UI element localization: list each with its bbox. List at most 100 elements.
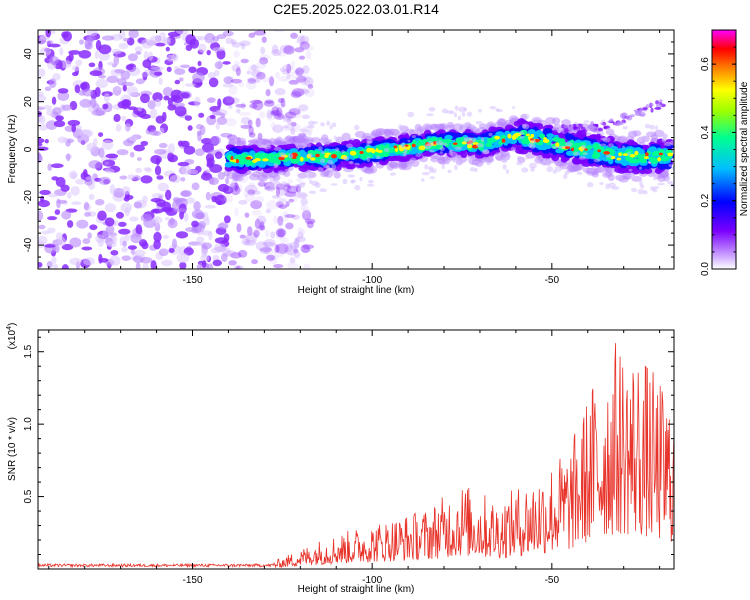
noise-blob bbox=[57, 88, 69, 94]
noise-blob bbox=[162, 36, 171, 43]
noise-blob bbox=[188, 66, 197, 74]
noise-blob bbox=[274, 244, 280, 253]
haze-blob bbox=[530, 139, 537, 144]
noise-blob bbox=[134, 46, 143, 53]
noise-blob bbox=[256, 215, 267, 226]
noise-blob bbox=[38, 199, 50, 208]
haze-blob bbox=[334, 147, 340, 152]
haze-blob bbox=[582, 152, 588, 156]
noise-blob bbox=[240, 58, 249, 64]
noise-blob bbox=[150, 260, 157, 269]
noise-blob bbox=[103, 93, 110, 103]
haze-blob bbox=[488, 132, 493, 137]
haze-blob bbox=[450, 157, 457, 162]
signal-blob bbox=[646, 131, 657, 138]
signal-blob bbox=[377, 149, 383, 153]
noise-blob bbox=[101, 139, 114, 151]
haze-blob bbox=[273, 162, 279, 169]
haze-blob bbox=[366, 156, 371, 163]
haze-blob bbox=[657, 182, 665, 186]
haze-blob bbox=[421, 125, 426, 131]
noise-blob bbox=[69, 237, 82, 248]
haze-blob bbox=[265, 143, 271, 148]
haze-blob bbox=[326, 120, 331, 126]
noise-blob bbox=[228, 104, 233, 109]
noise-blob bbox=[95, 39, 102, 51]
noise-blob bbox=[220, 253, 228, 263]
noise-blob bbox=[38, 36, 47, 45]
noise-blob bbox=[59, 47, 64, 56]
noise-blob bbox=[307, 129, 312, 138]
signal-blob bbox=[370, 130, 382, 137]
signal-blob bbox=[552, 137, 560, 142]
colorbar-tick-label: 0.4 bbox=[700, 125, 711, 139]
haze-blob bbox=[652, 188, 658, 193]
noise-blob bbox=[94, 50, 100, 60]
trend-blob bbox=[553, 129, 558, 135]
colorbar-tick-label: 0.0 bbox=[700, 262, 711, 276]
haze-blob bbox=[330, 169, 339, 175]
signal-blob bbox=[667, 152, 674, 157]
signal-blob bbox=[592, 150, 598, 157]
signal-blob bbox=[387, 147, 394, 153]
signal-blob bbox=[501, 138, 506, 143]
noise-blob bbox=[154, 165, 162, 176]
noise-blob bbox=[184, 227, 197, 233]
signal-blob bbox=[246, 160, 253, 166]
haze-blob bbox=[640, 184, 645, 190]
noise-blob bbox=[51, 256, 57, 265]
noise-blob bbox=[238, 199, 248, 205]
haze-blob bbox=[367, 179, 374, 184]
trend-blob bbox=[648, 102, 654, 107]
noise-blob bbox=[124, 123, 131, 132]
noise-blob bbox=[104, 168, 115, 174]
colorbar-ticks: 0.0 0.2 0.4 0.6 bbox=[700, 46, 736, 276]
haze-blob bbox=[516, 161, 523, 166]
signal-blob bbox=[310, 136, 321, 143]
noise-blob bbox=[245, 234, 250, 243]
haze-blob bbox=[366, 183, 375, 187]
noise-blob bbox=[88, 193, 95, 201]
noise-blob bbox=[38, 235, 48, 246]
signal-blob bbox=[564, 132, 571, 139]
noise-blob bbox=[150, 64, 155, 75]
noise-blob bbox=[293, 195, 298, 203]
haze-blob bbox=[642, 189, 648, 195]
noise-blob bbox=[217, 171, 225, 180]
noise-blob bbox=[288, 123, 301, 133]
signal-blob bbox=[651, 151, 658, 157]
noise-blob bbox=[91, 109, 105, 116]
noise-blob bbox=[47, 163, 53, 172]
noise-blob bbox=[38, 146, 49, 151]
noise-blob bbox=[230, 78, 243, 84]
trend-blob bbox=[655, 100, 659, 105]
noise-blob bbox=[105, 225, 115, 234]
signal-blob bbox=[430, 137, 438, 143]
noise-blob bbox=[279, 44, 293, 53]
noise-blob bbox=[174, 105, 187, 117]
signal-blob bbox=[616, 157, 622, 161]
haze-blob bbox=[608, 182, 616, 189]
noise-blob bbox=[303, 263, 311, 269]
noise-blob bbox=[266, 249, 278, 254]
haze-blob bbox=[470, 126, 476, 132]
noise-blob bbox=[235, 265, 241, 269]
haze-blob bbox=[422, 172, 430, 176]
noise-blob bbox=[264, 229, 270, 238]
noise-blob bbox=[231, 64, 241, 72]
haze-blob bbox=[341, 150, 345, 154]
haze-blob bbox=[486, 162, 491, 166]
noise-blob bbox=[120, 70, 131, 80]
noise-blob bbox=[252, 190, 261, 195]
noise-blob bbox=[111, 48, 122, 55]
noise-blob bbox=[41, 230, 50, 235]
noise-blob bbox=[166, 66, 172, 73]
noise-blob bbox=[38, 124, 48, 131]
noise-blob bbox=[298, 55, 306, 60]
noise-blob bbox=[286, 178, 293, 184]
signal-blob bbox=[617, 168, 626, 174]
signal-blob bbox=[235, 158, 239, 164]
noise-blob bbox=[288, 108, 301, 116]
noise-blob bbox=[38, 138, 45, 144]
noise-blob bbox=[259, 247, 273, 253]
